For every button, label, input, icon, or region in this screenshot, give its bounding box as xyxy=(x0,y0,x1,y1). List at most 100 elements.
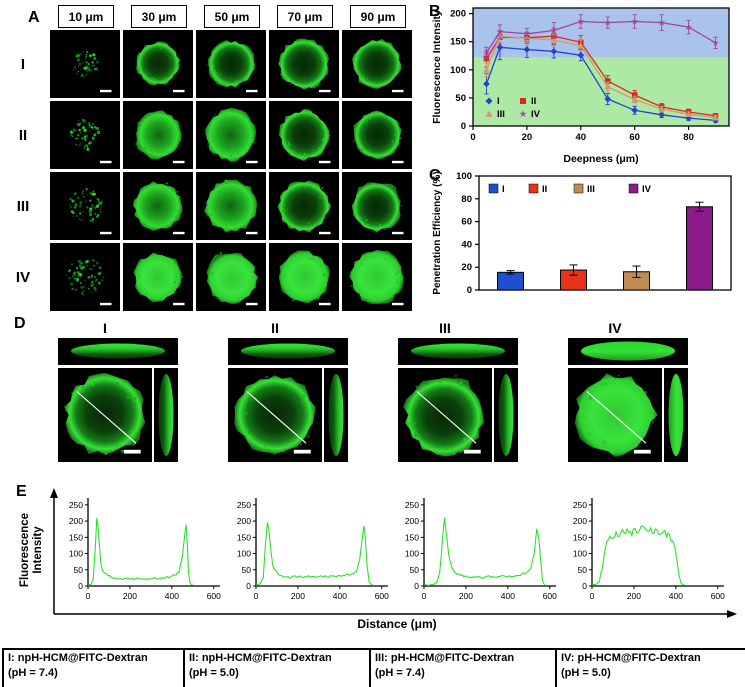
legend-box-II-line2: (pH = 5.0) xyxy=(189,666,239,679)
svg-text:Deepness (μm): Deepness (μm) xyxy=(563,153,638,165)
legend-box-I: I: npH-HCM@FITC-Dextran (pH = 7.4) xyxy=(2,648,193,687)
spheroid-image xyxy=(132,181,185,235)
svg-text:0: 0 xyxy=(470,132,475,143)
svg-text:50: 50 xyxy=(578,565,588,575)
side-projection-image xyxy=(668,374,684,456)
micro-image-row1-col4 xyxy=(269,30,339,98)
svg-text:0: 0 xyxy=(86,591,91,601)
svg-text:200: 200 xyxy=(459,591,473,601)
svg-text:200: 200 xyxy=(237,516,251,526)
svg-text:600: 600 xyxy=(207,591,221,601)
profile-chart-II: 0 50 100 150 200 250 0 200 400 600 xyxy=(224,494,392,606)
micro-image-row1-col2 xyxy=(123,30,193,98)
svg-text:0: 0 xyxy=(414,581,419,591)
svg-text:III: III xyxy=(587,184,595,195)
micro-image-row1-col3 xyxy=(196,30,266,98)
micro-image-row3-col3 xyxy=(196,172,266,240)
svg-text:150: 150 xyxy=(450,37,466,48)
spheroid-image xyxy=(234,375,316,456)
micro-image-row4-col5 xyxy=(342,243,412,311)
intensity-profile-III: 0 50 100 150 200 250 0 200 400 600 xyxy=(405,498,557,601)
intensity-profile-IV: 0 50 100 150 200 250 0 200 400 600 xyxy=(573,498,725,601)
svg-text:Fluorescence Intensity: Fluorescence Intensity xyxy=(431,10,443,124)
d-top-view-IV xyxy=(568,338,688,365)
micro-image-row3-col2 xyxy=(123,172,193,240)
svg-text:I: I xyxy=(497,96,500,107)
svg-text:200: 200 xyxy=(405,516,419,526)
e-x-axis-label: Distance (μm) xyxy=(357,617,437,631)
svg-text:150: 150 xyxy=(405,532,419,542)
micro-image-row4-col1 xyxy=(50,243,120,311)
micro-image-row1-col1 xyxy=(50,30,120,98)
panel-a-label: A xyxy=(28,9,40,26)
svg-text:IV: IV xyxy=(642,184,652,195)
svg-text:II: II xyxy=(542,184,547,195)
micro-image-row3-col4 xyxy=(269,172,339,240)
svg-text:100: 100 xyxy=(69,549,83,559)
d-side-view-I xyxy=(154,368,178,462)
right-arrow-icon xyxy=(727,610,737,618)
legend-box-IV-line2: (pH = 5.0) xyxy=(561,666,611,679)
micro-image-row1-col5 xyxy=(342,30,412,98)
svg-text:IV: IV xyxy=(531,109,541,120)
spheroid-image xyxy=(64,372,146,456)
svg-text:60: 60 xyxy=(629,132,640,143)
side-projection-image xyxy=(328,374,344,456)
profile-chart-III: 0 50 100 150 200 250 0 200 400 600 xyxy=(392,494,560,606)
svg-text:40: 40 xyxy=(461,239,472,250)
svg-text:250: 250 xyxy=(69,500,83,510)
spheroid-image xyxy=(65,259,112,306)
legend-box-II-line1: II: npH-HCM@FITC-Dextran xyxy=(189,652,332,664)
column-header-30um: 30 μm xyxy=(131,5,187,28)
svg-text:I: I xyxy=(502,184,505,195)
d-side-view-III xyxy=(494,368,518,462)
d-group-label-II: II xyxy=(271,320,279,336)
spheroid-image xyxy=(351,182,404,235)
top-projection-image xyxy=(241,343,335,359)
micro-image-row4-col3 xyxy=(196,243,266,311)
d-top-view-III xyxy=(398,338,518,365)
panel-d-label: D xyxy=(14,315,26,332)
svg-text:200: 200 xyxy=(627,591,641,601)
svg-text:150: 150 xyxy=(573,532,587,542)
svg-text:250: 250 xyxy=(237,500,251,510)
row-label-IV: IV xyxy=(15,269,31,286)
top-projection-image xyxy=(71,343,165,359)
d-side-view-II xyxy=(324,368,348,462)
d-side-view-IV xyxy=(664,368,688,462)
svg-text:100: 100 xyxy=(456,171,472,182)
svg-text:0: 0 xyxy=(78,581,83,591)
spheroid-image xyxy=(278,38,331,93)
legend-box-I-line2: (pH = 7.4) xyxy=(8,666,58,679)
spheroid-image xyxy=(351,38,404,93)
spheroid-image xyxy=(69,187,112,235)
panel-b-label: B xyxy=(429,3,441,20)
profile-chart-IV: 0 50 100 150 200 250 0 200 400 600 xyxy=(560,494,728,606)
e-axes-arrows xyxy=(50,488,737,618)
svg-text:60: 60 xyxy=(461,217,472,228)
svg-text:80: 80 xyxy=(683,132,694,143)
micro-image-row2-col3 xyxy=(196,101,266,169)
svg-text:0: 0 xyxy=(254,591,259,601)
top-projection-image xyxy=(411,343,505,359)
svg-text:0: 0 xyxy=(467,285,472,296)
micro-image-row4-col2 xyxy=(123,243,193,311)
svg-text:Penetration Efficiency (%): Penetration Efficiency (%) xyxy=(432,171,443,294)
svg-text:200: 200 xyxy=(69,516,83,526)
svg-text:50: 50 xyxy=(242,565,252,575)
spheroid-image xyxy=(278,250,331,306)
svg-text:0: 0 xyxy=(582,581,587,591)
legend-box-III-line1: III: pH-HCM@FITC-Dextran xyxy=(375,652,515,664)
svg-text:400: 400 xyxy=(669,591,683,601)
side-projection-image xyxy=(158,374,174,456)
d-top-view-I xyxy=(58,338,178,365)
spheroid-image xyxy=(352,110,404,164)
legend-box-IV: IV: pH-HCM@FITC-Dextran (pH = 5.0) xyxy=(555,648,745,687)
svg-text:200: 200 xyxy=(123,591,137,601)
svg-text:0: 0 xyxy=(422,591,427,601)
svg-text:II: II xyxy=(531,96,536,107)
spheroid-image xyxy=(204,179,258,235)
side-projection-image xyxy=(498,374,514,456)
intensity-profile-I: 0 50 100 150 200 250 0 200 400 600 xyxy=(69,498,221,601)
